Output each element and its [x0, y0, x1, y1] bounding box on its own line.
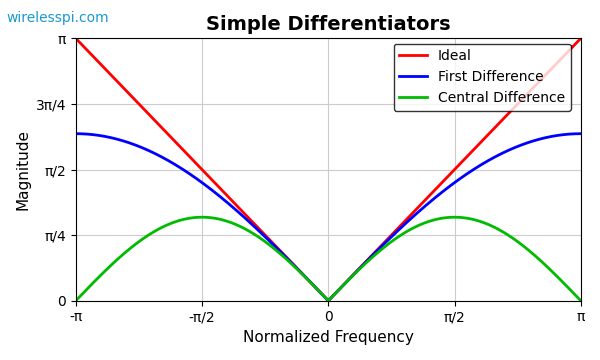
Line: Central Difference: Central Difference: [76, 217, 581, 301]
Ideal: [563, 51, 570, 55]
Ideal: [470, 148, 477, 152]
Ideal: [577, 36, 584, 40]
Central Difference: [563, 284, 570, 288]
Central Difference: [72, 298, 79, 303]
First Difference: [563, 132, 570, 136]
First Difference: [318, 291, 325, 296]
First Difference: [72, 131, 79, 136]
Central Difference: [470, 217, 477, 222]
Ideal: [318, 291, 325, 296]
Central Difference: [563, 283, 570, 288]
Title: Simple Differentiators: Simple Differentiators: [206, 15, 451, 34]
Y-axis label: Magnitude: Magnitude: [15, 129, 30, 210]
Legend: Ideal, First Difference, Central Difference: Ideal, First Difference, Central Differe…: [394, 44, 571, 111]
Central Difference: [199, 215, 206, 219]
Ideal: [304, 278, 311, 282]
Central Difference: [305, 278, 312, 282]
Text: wirelesspi.com: wirelesspi.com: [6, 11, 109, 25]
First Difference: [325, 298, 332, 303]
Central Difference: [98, 272, 105, 276]
Line: Ideal: Ideal: [76, 38, 581, 301]
First Difference: [470, 167, 477, 172]
First Difference: [563, 132, 570, 136]
First Difference: [98, 134, 105, 138]
Ideal: [325, 298, 332, 303]
Ideal: [72, 36, 79, 40]
Central Difference: [577, 298, 584, 303]
Central Difference: [318, 292, 325, 296]
First Difference: [304, 278, 311, 282]
Ideal: [563, 51, 570, 56]
Line: First Difference: First Difference: [76, 134, 581, 301]
First Difference: [577, 131, 584, 136]
Ideal: [98, 63, 105, 67]
X-axis label: Normalized Frequency: Normalized Frequency: [243, 330, 414, 345]
